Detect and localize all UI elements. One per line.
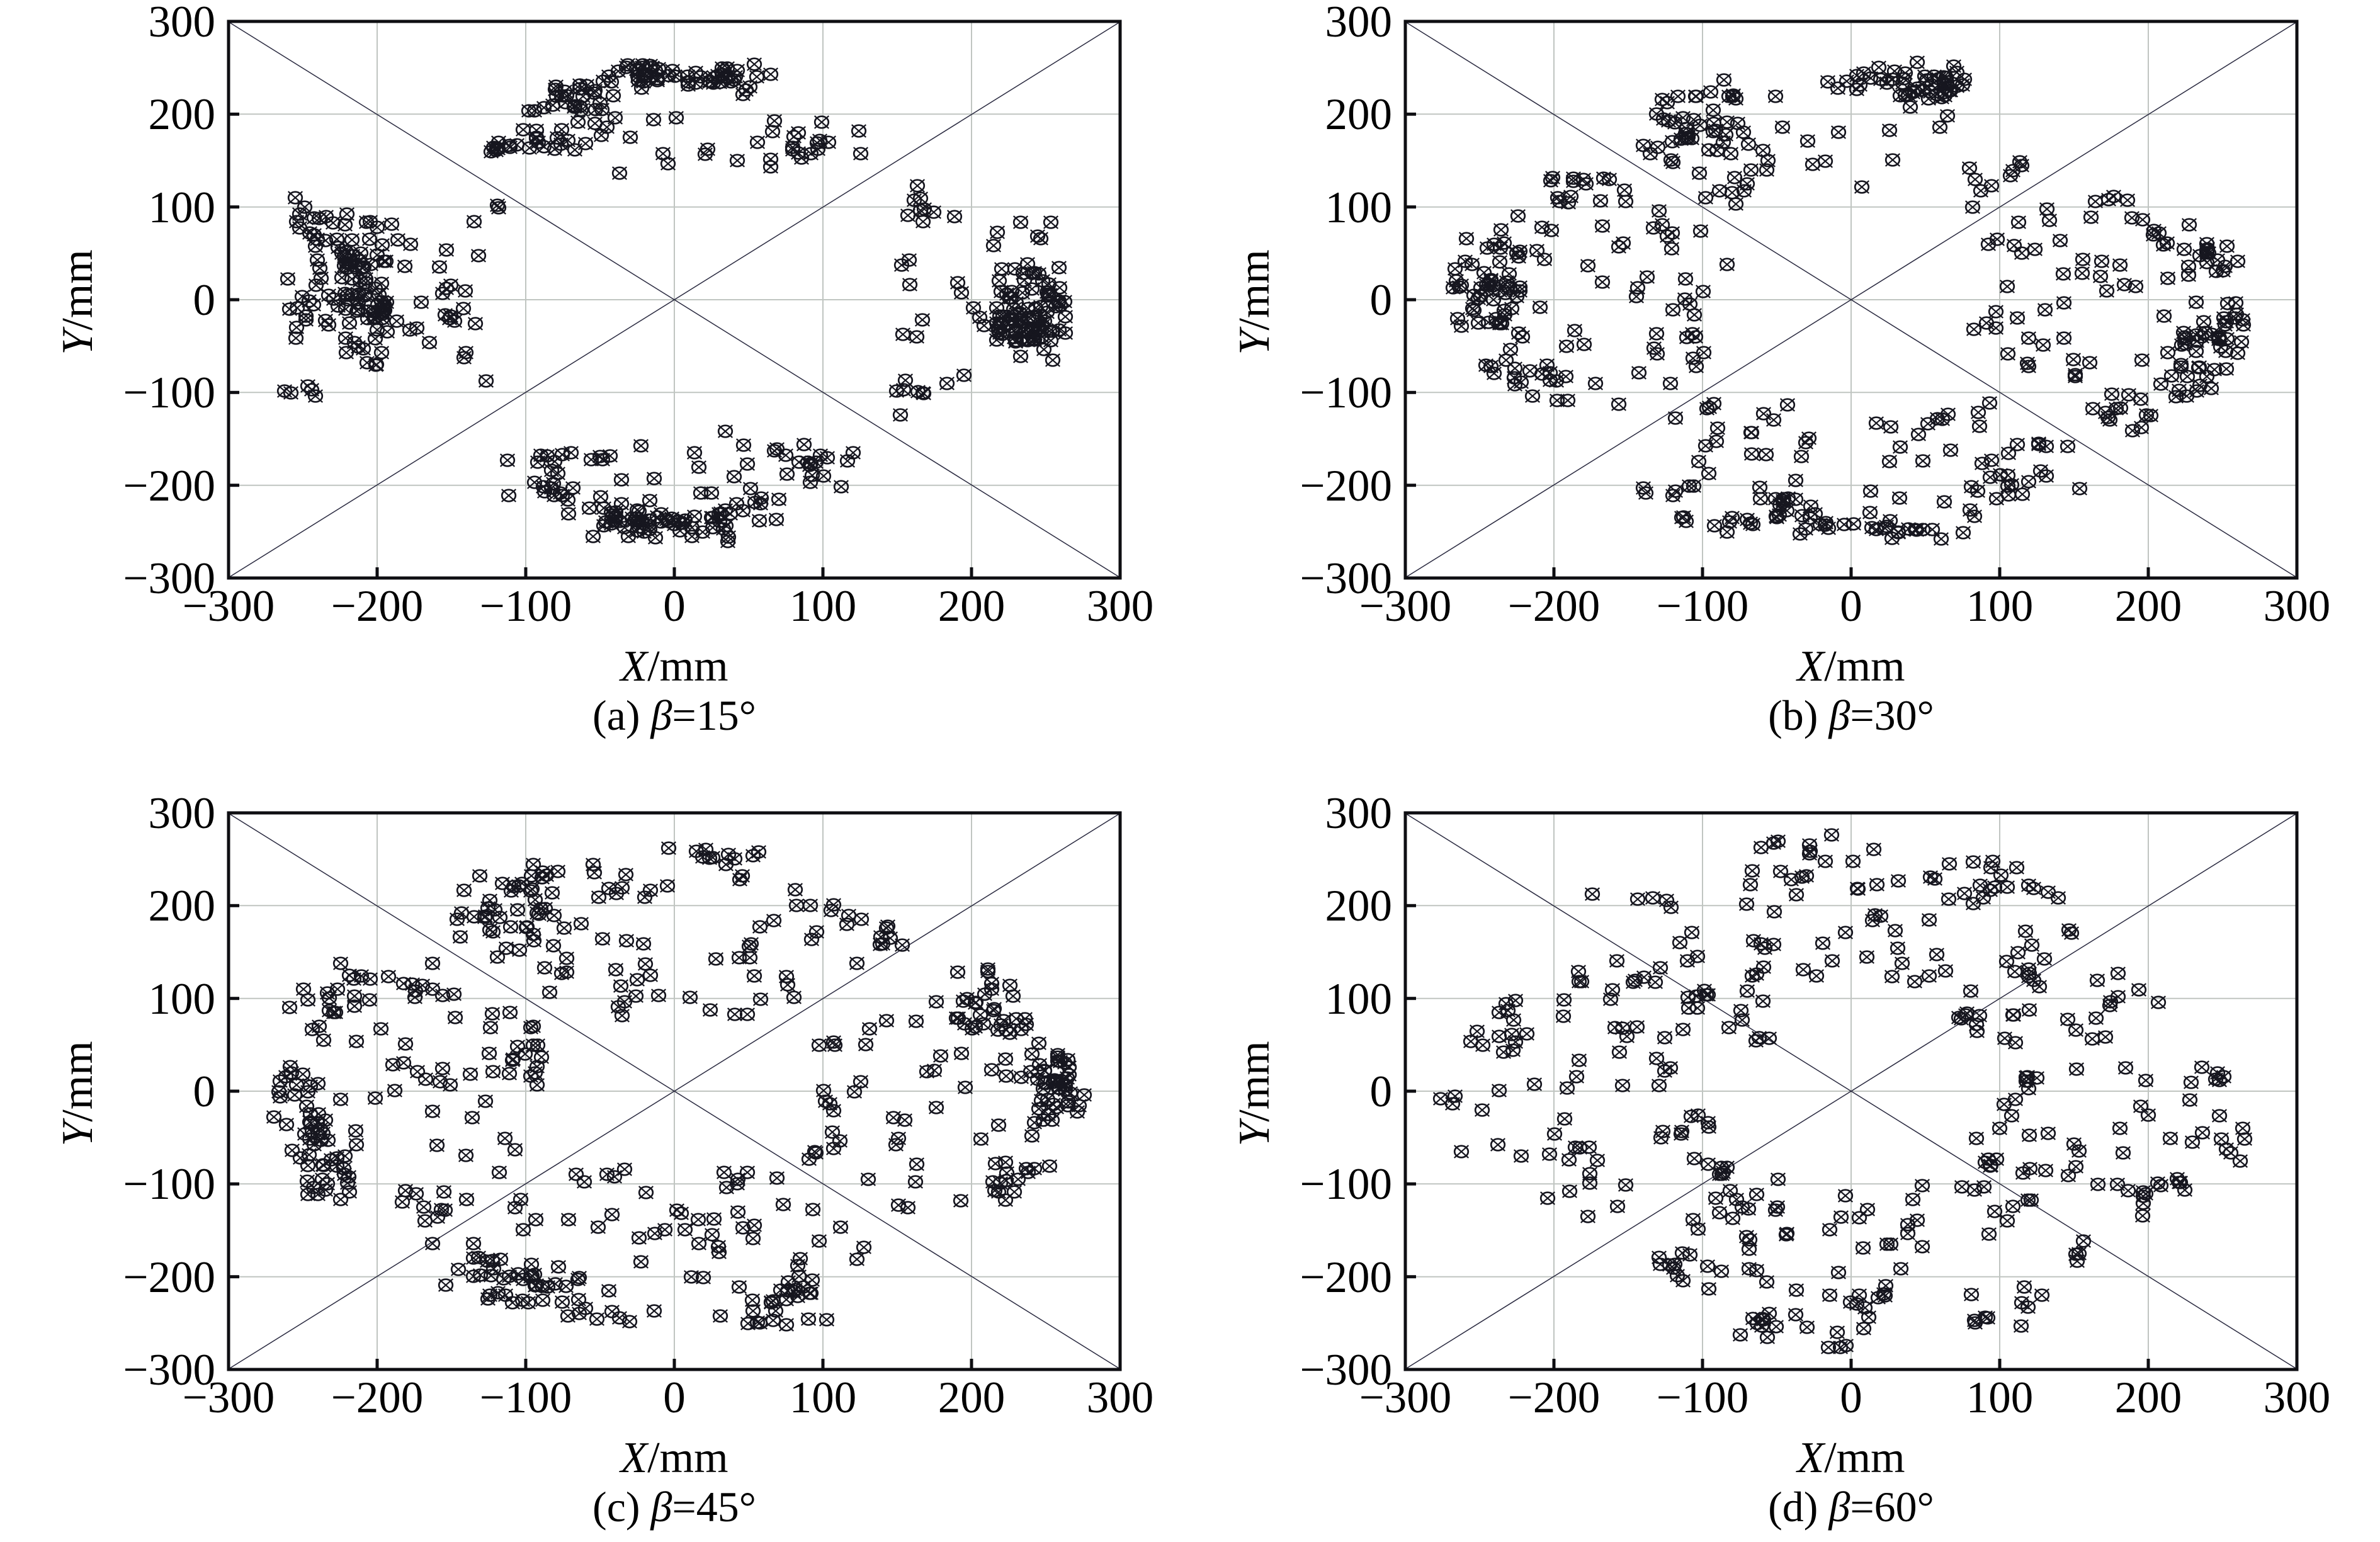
svg-text:−100: −100 [1657,1373,1749,1422]
svg-text:300: 300 [149,0,216,47]
svg-text:−200: −200 [123,462,215,511]
svg-text:(d) β=60°: (d) β=60° [1768,1483,1934,1531]
svg-text:−100: −100 [480,582,572,631]
svg-text:0: 0 [663,1373,686,1422]
svg-text:−300: −300 [123,1346,215,1395]
svg-text:−100: −100 [123,368,215,417]
svg-text:200: 200 [938,1373,1006,1422]
svg-text:−200: −200 [1300,462,1392,511]
svg-text:−300: −300 [123,554,215,603]
svg-text:X/mm: X/mm [1795,1434,1905,1482]
svg-text:−100: −100 [1657,582,1749,631]
svg-text:−100: −100 [123,1160,215,1209]
svg-text:−200: −200 [123,1253,215,1302]
svg-text:(c) β=45°: (c) β=45° [592,1483,756,1531]
svg-text:200: 200 [2115,1373,2182,1422]
svg-text:200: 200 [1325,882,1393,931]
svg-text:0: 0 [1840,582,1862,631]
svg-text:−300: −300 [1359,582,1452,631]
svg-text:300: 300 [2264,1373,2331,1422]
svg-text:200: 200 [149,882,216,931]
svg-text:200: 200 [2115,582,2182,631]
svg-text:300: 300 [1087,582,1154,631]
svg-text:100: 100 [149,183,216,232]
svg-text:−200: −200 [331,1373,424,1422]
svg-text:Y/mm: Y/mm [54,1041,102,1146]
svg-text:0: 0 [1370,1067,1393,1116]
svg-text:−100: −100 [1300,1160,1392,1209]
svg-text:100: 100 [1325,975,1393,1024]
svg-text:−300: −300 [1300,1346,1392,1395]
svg-text:(a) β=15°: (a) β=15° [592,691,756,739]
svg-text:200: 200 [938,582,1006,631]
svg-text:−200: −200 [1300,1253,1392,1302]
svg-text:−200: −200 [1508,1373,1601,1422]
svg-text:100: 100 [790,582,857,631]
svg-text:0: 0 [193,1067,216,1116]
svg-text:300: 300 [1325,789,1393,838]
svg-text:100: 100 [149,975,216,1024]
svg-text:100: 100 [1325,183,1393,232]
svg-text:300: 300 [149,789,216,838]
svg-text:−100: −100 [1300,368,1392,417]
svg-text:0: 0 [1370,276,1393,325]
svg-text:Y/mm: Y/mm [54,249,102,354]
svg-text:200: 200 [1325,90,1393,139]
svg-text:(b) β=30°: (b) β=30° [1768,691,1934,739]
svg-text:−300: −300 [1359,1373,1452,1422]
svg-text:X/mm: X/mm [618,642,728,691]
svg-text:200: 200 [149,90,216,139]
svg-text:100: 100 [1966,1373,2034,1422]
svg-text:−300: −300 [183,582,275,631]
svg-text:0: 0 [193,276,216,325]
svg-text:0: 0 [663,582,686,631]
svg-text:0: 0 [1840,1373,1862,1422]
svg-text:−300: −300 [1300,554,1392,603]
svg-text:−300: −300 [183,1373,275,1422]
svg-text:Y/mm: Y/mm [1230,1041,1279,1146]
svg-text:−100: −100 [480,1373,572,1422]
svg-text:X/mm: X/mm [1795,642,1905,691]
svg-text:300: 300 [2264,582,2331,631]
svg-text:300: 300 [1325,0,1393,47]
svg-text:100: 100 [790,1373,857,1422]
svg-text:100: 100 [1966,582,2034,631]
svg-text:Y/mm: Y/mm [1230,249,1279,354]
svg-text:300: 300 [1087,1373,1154,1422]
svg-text:−200: −200 [1508,582,1601,631]
svg-text:−200: −200 [331,582,424,631]
svg-text:X/mm: X/mm [618,1434,728,1482]
